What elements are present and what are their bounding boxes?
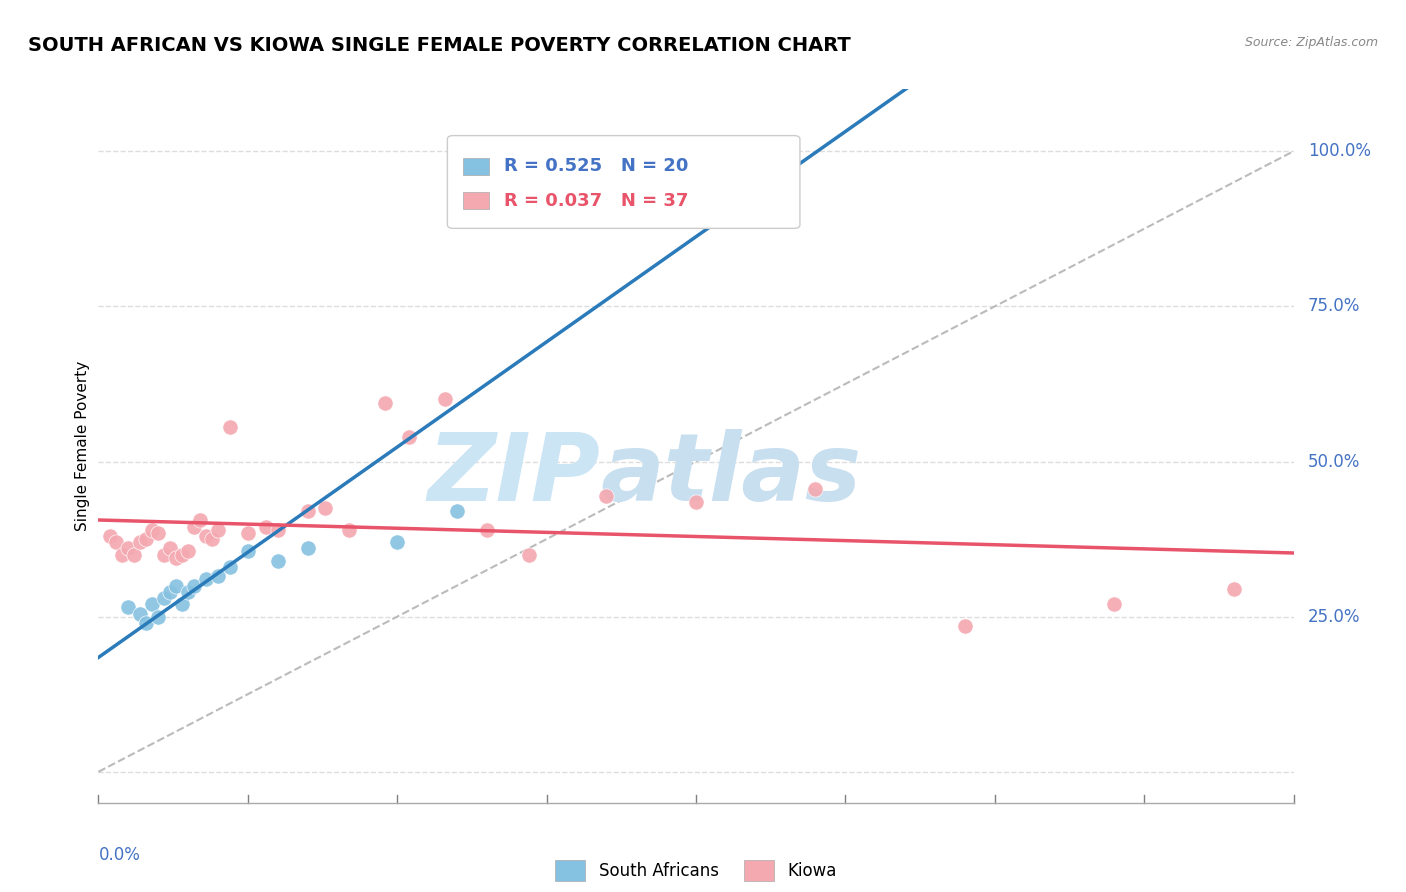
Point <box>148 609 170 624</box>
Point <box>194 529 218 543</box>
Point <box>517 548 540 562</box>
Point <box>141 597 163 611</box>
Point <box>374 395 396 409</box>
Text: R = 0.037   N = 37: R = 0.037 N = 37 <box>503 192 688 210</box>
Text: R = 0.525   N = 20: R = 0.525 N = 20 <box>503 157 688 175</box>
Point <box>98 529 122 543</box>
Point <box>159 541 181 556</box>
Point <box>434 392 457 407</box>
Point <box>188 513 211 527</box>
Point <box>177 544 200 558</box>
Point <box>219 560 242 574</box>
Text: ZIP: ZIP <box>427 428 600 521</box>
Point <box>254 519 277 533</box>
Point <box>385 535 409 549</box>
Text: 75.0%: 75.0% <box>1308 297 1360 316</box>
Point <box>172 597 194 611</box>
Point <box>207 569 229 583</box>
Point <box>685 495 707 509</box>
Point <box>117 600 139 615</box>
Point <box>475 523 498 537</box>
Text: 50.0%: 50.0% <box>1308 452 1360 470</box>
Point <box>804 483 827 497</box>
Point <box>315 501 337 516</box>
Legend: South Africans, Kiowa: South Africans, Kiowa <box>548 854 844 888</box>
Point <box>339 523 360 537</box>
Point <box>297 541 319 556</box>
FancyBboxPatch shape <box>447 136 800 228</box>
Text: 100.0%: 100.0% <box>1308 142 1371 161</box>
Point <box>165 550 187 565</box>
Point <box>124 548 146 562</box>
Point <box>129 535 152 549</box>
Point <box>236 544 259 558</box>
Point <box>267 554 290 568</box>
Point <box>953 619 976 633</box>
Point <box>183 519 205 533</box>
Point <box>105 535 128 549</box>
Point <box>135 615 157 630</box>
FancyBboxPatch shape <box>463 158 489 175</box>
Point <box>267 523 290 537</box>
Point <box>595 489 617 503</box>
Point <box>117 541 139 556</box>
Point <box>236 525 259 540</box>
Point <box>148 525 170 540</box>
Text: 25.0%: 25.0% <box>1308 607 1361 625</box>
Point <box>135 532 157 546</box>
Point <box>297 504 319 518</box>
Point <box>446 504 468 518</box>
Point <box>172 548 194 562</box>
Point <box>536 169 558 183</box>
Text: 0.0%: 0.0% <box>98 846 141 863</box>
Point <box>183 579 205 593</box>
Point <box>159 584 181 599</box>
Point <box>194 573 218 587</box>
Y-axis label: Single Female Poverty: Single Female Poverty <box>75 361 90 531</box>
Point <box>1223 582 1246 596</box>
Point <box>177 584 200 599</box>
Point <box>219 420 242 434</box>
Point <box>141 523 163 537</box>
Point <box>207 523 229 537</box>
Point <box>1104 597 1126 611</box>
Text: Source: ZipAtlas.com: Source: ZipAtlas.com <box>1244 36 1378 49</box>
Point <box>153 548 176 562</box>
Text: atlas: atlas <box>600 428 862 521</box>
Point <box>201 532 224 546</box>
Point <box>398 430 420 444</box>
Point <box>153 591 176 605</box>
FancyBboxPatch shape <box>463 192 489 209</box>
Text: SOUTH AFRICAN VS KIOWA SINGLE FEMALE POVERTY CORRELATION CHART: SOUTH AFRICAN VS KIOWA SINGLE FEMALE POV… <box>28 36 851 54</box>
Point <box>129 607 152 621</box>
Point <box>111 548 134 562</box>
Point <box>165 579 187 593</box>
